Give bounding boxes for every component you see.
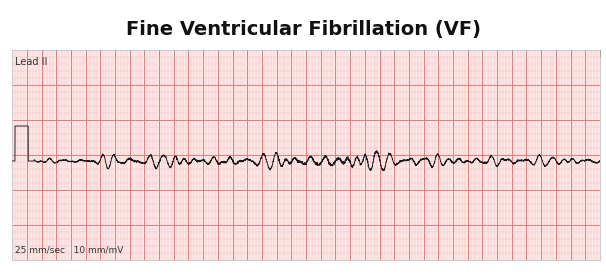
Text: Lead II: Lead II xyxy=(15,57,47,67)
Text: 25 mm/sec   10 mm/mV: 25 mm/sec 10 mm/mV xyxy=(15,245,124,254)
Text: Fine Ventricular Fibrillation (VF): Fine Ventricular Fibrillation (VF) xyxy=(125,20,481,39)
